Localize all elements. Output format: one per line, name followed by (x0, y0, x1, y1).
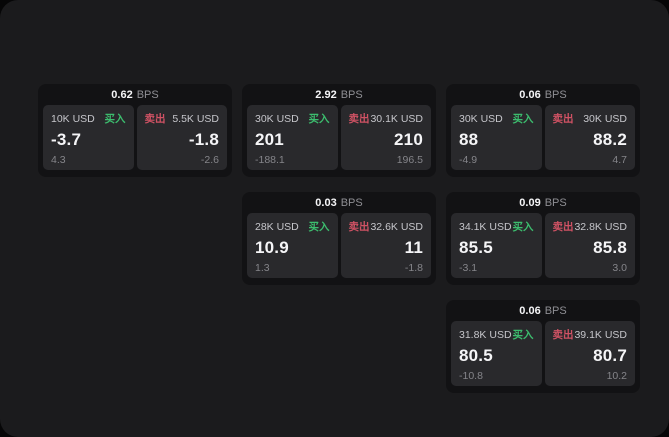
sell-price: 80.7 (593, 346, 627, 365)
quote-panels: 28K USD 买入 10.9 1.3 卖出 32.6K USD 11 -1.8 (247, 213, 431, 278)
sell-sub-value: 4.7 (612, 154, 627, 166)
sell-side-label: 卖出 (348, 113, 370, 125)
sell-amount: 32.6K USD (370, 220, 423, 233)
bps-value: 2.92 (315, 88, 337, 101)
buy-amount: 10K USD (51, 112, 95, 125)
quote-panels: 34.1K USD 买入 85.5 -3.1 卖出 32.8K USD 85.8… (451, 213, 635, 278)
bps-value: 0.06 (519, 88, 541, 101)
sell-panel[interactable]: 卖出 39.1K USD 80.7 10.2 (544, 321, 635, 386)
bps-value: 0.62 (111, 88, 133, 101)
buy-side-label: 买入 (512, 113, 534, 125)
sell-amount: 30.1K USD (370, 112, 423, 125)
sell-side-label: 卖出 (144, 113, 166, 125)
bps-unit: BPS (340, 196, 363, 209)
bps-unit: BPS (544, 304, 567, 317)
bps-unit: BPS (544, 196, 567, 209)
quote-panels: 30K USD 买入 201 -188.1 卖出 30.1K USD 210 1… (247, 105, 431, 170)
sell-panel[interactable]: 卖出 5.5K USD -1.8 -2.6 (136, 105, 227, 170)
sell-amount: 5.5K USD (172, 112, 219, 125)
buy-side-label: 买入 (512, 221, 534, 233)
buy-price: 201 (255, 130, 284, 149)
card-header: 2.92 BPS (247, 84, 431, 105)
buy-side-label: 买入 (104, 113, 126, 125)
buy-panel[interactable]: 31.8K USD 买入 80.5 -10.8 (451, 321, 542, 386)
sell-sub-value: -2.6 (200, 154, 219, 166)
bps-value: 0.03 (315, 196, 337, 209)
sell-sub-value: 196.5 (396, 154, 423, 166)
bps-unit: BPS (136, 88, 159, 101)
sell-price: 11 (404, 238, 423, 257)
buy-panel[interactable]: 28K USD 买入 10.9 1.3 (247, 213, 338, 278)
bps-value: 0.09 (519, 196, 541, 209)
buy-sub-value: -188.1 (255, 154, 285, 166)
sell-side-label: 卖出 (348, 221, 370, 233)
sell-amount: 30K USD (583, 112, 627, 125)
buy-price: 85.5 (459, 238, 493, 257)
card-header: 0.03 BPS (247, 192, 431, 213)
buy-amount: 30K USD (459, 112, 503, 125)
bps-unit: BPS (544, 88, 567, 101)
buy-sub-value: -3.1 (459, 262, 478, 274)
buy-sub-value: 1.3 (255, 262, 270, 274)
quote-card: 0.03 BPS 28K USD 买入 10.9 1.3 卖出 32.6K US… (242, 192, 436, 285)
quote-card: 0.06 BPS 30K USD 买入 88 -4.9 卖出 30K USD (446, 84, 640, 177)
buy-amount: 28K USD (255, 220, 299, 233)
quote-card-grid: 0.62 BPS 10K USD 买入 -3.7 4.3 卖出 5.5K USD (38, 84, 640, 393)
sell-panel[interactable]: 卖出 30.1K USD 210 196.5 (340, 105, 431, 170)
sell-side-label: 卖出 (552, 113, 574, 125)
sell-price: -1.8 (188, 130, 219, 149)
sell-panel[interactable]: 卖出 30K USD 88.2 4.7 (544, 105, 635, 170)
quote-card: 2.92 BPS 30K USD 买入 201 -188.1 卖出 30.1K … (242, 84, 436, 177)
buy-price: 10.9 (255, 238, 289, 257)
buy-amount: 31.8K USD (459, 328, 512, 341)
buy-amount: 30K USD (255, 112, 299, 125)
card-header: 0.06 BPS (451, 84, 635, 105)
buy-sub-value: 4.3 (51, 154, 66, 166)
buy-side-label: 买入 (308, 113, 330, 125)
buy-price: -3.7 (51, 130, 82, 149)
buy-price: 88 (459, 130, 479, 149)
quote-panels: 31.8K USD 买入 80.5 -10.8 卖出 39.1K USD 80.… (451, 321, 635, 386)
buy-panel[interactable]: 34.1K USD 买入 85.5 -3.1 (451, 213, 542, 278)
sell-price: 88.2 (593, 130, 627, 149)
sell-sub-value: -1.8 (404, 262, 423, 274)
bps-value: 0.06 (519, 304, 541, 317)
sell-sub-value: 10.2 (606, 370, 627, 382)
buy-panel[interactable]: 30K USD 买入 88 -4.9 (451, 105, 542, 170)
buy-side-label: 买入 (512, 329, 534, 341)
quote-card: 0.62 BPS 10K USD 买入 -3.7 4.3 卖出 5.5K USD (38, 84, 232, 177)
card-header: 0.06 BPS (451, 300, 635, 321)
buy-sub-value: -4.9 (459, 154, 478, 166)
buy-sub-value: -10.8 (459, 370, 483, 382)
bps-unit: BPS (340, 88, 363, 101)
sell-side-label: 卖出 (552, 221, 574, 233)
quote-card: 0.06 BPS 31.8K USD 买入 80.5 -10.8 卖出 39.1… (446, 300, 640, 393)
quote-card: 0.09 BPS 34.1K USD 买入 85.5 -3.1 卖出 32.8K… (446, 192, 640, 285)
quote-panels: 10K USD 买入 -3.7 4.3 卖出 5.5K USD -1.8 -2.… (43, 105, 227, 170)
sell-amount: 39.1K USD (574, 328, 627, 341)
quote-panels: 30K USD 买入 88 -4.9 卖出 30K USD 88.2 4.7 (451, 105, 635, 170)
buy-panel[interactable]: 10K USD 买入 -3.7 4.3 (43, 105, 134, 170)
sell-panel[interactable]: 卖出 32.6K USD 11 -1.8 (340, 213, 431, 278)
sell-panel[interactable]: 卖出 32.8K USD 85.8 3.0 (544, 213, 635, 278)
sell-price: 85.8 (593, 238, 627, 257)
sell-sub-value: 3.0 (612, 262, 627, 274)
sell-amount: 32.8K USD (574, 220, 627, 233)
sell-price: 210 (394, 130, 423, 149)
buy-side-label: 买入 (308, 221, 330, 233)
sell-side-label: 卖出 (552, 329, 574, 341)
buy-panel[interactable]: 30K USD 买入 201 -188.1 (247, 105, 338, 170)
card-header: 0.09 BPS (451, 192, 635, 213)
buy-amount: 34.1K USD (459, 220, 512, 233)
card-header: 0.62 BPS (43, 84, 227, 105)
buy-price: 80.5 (459, 346, 493, 365)
